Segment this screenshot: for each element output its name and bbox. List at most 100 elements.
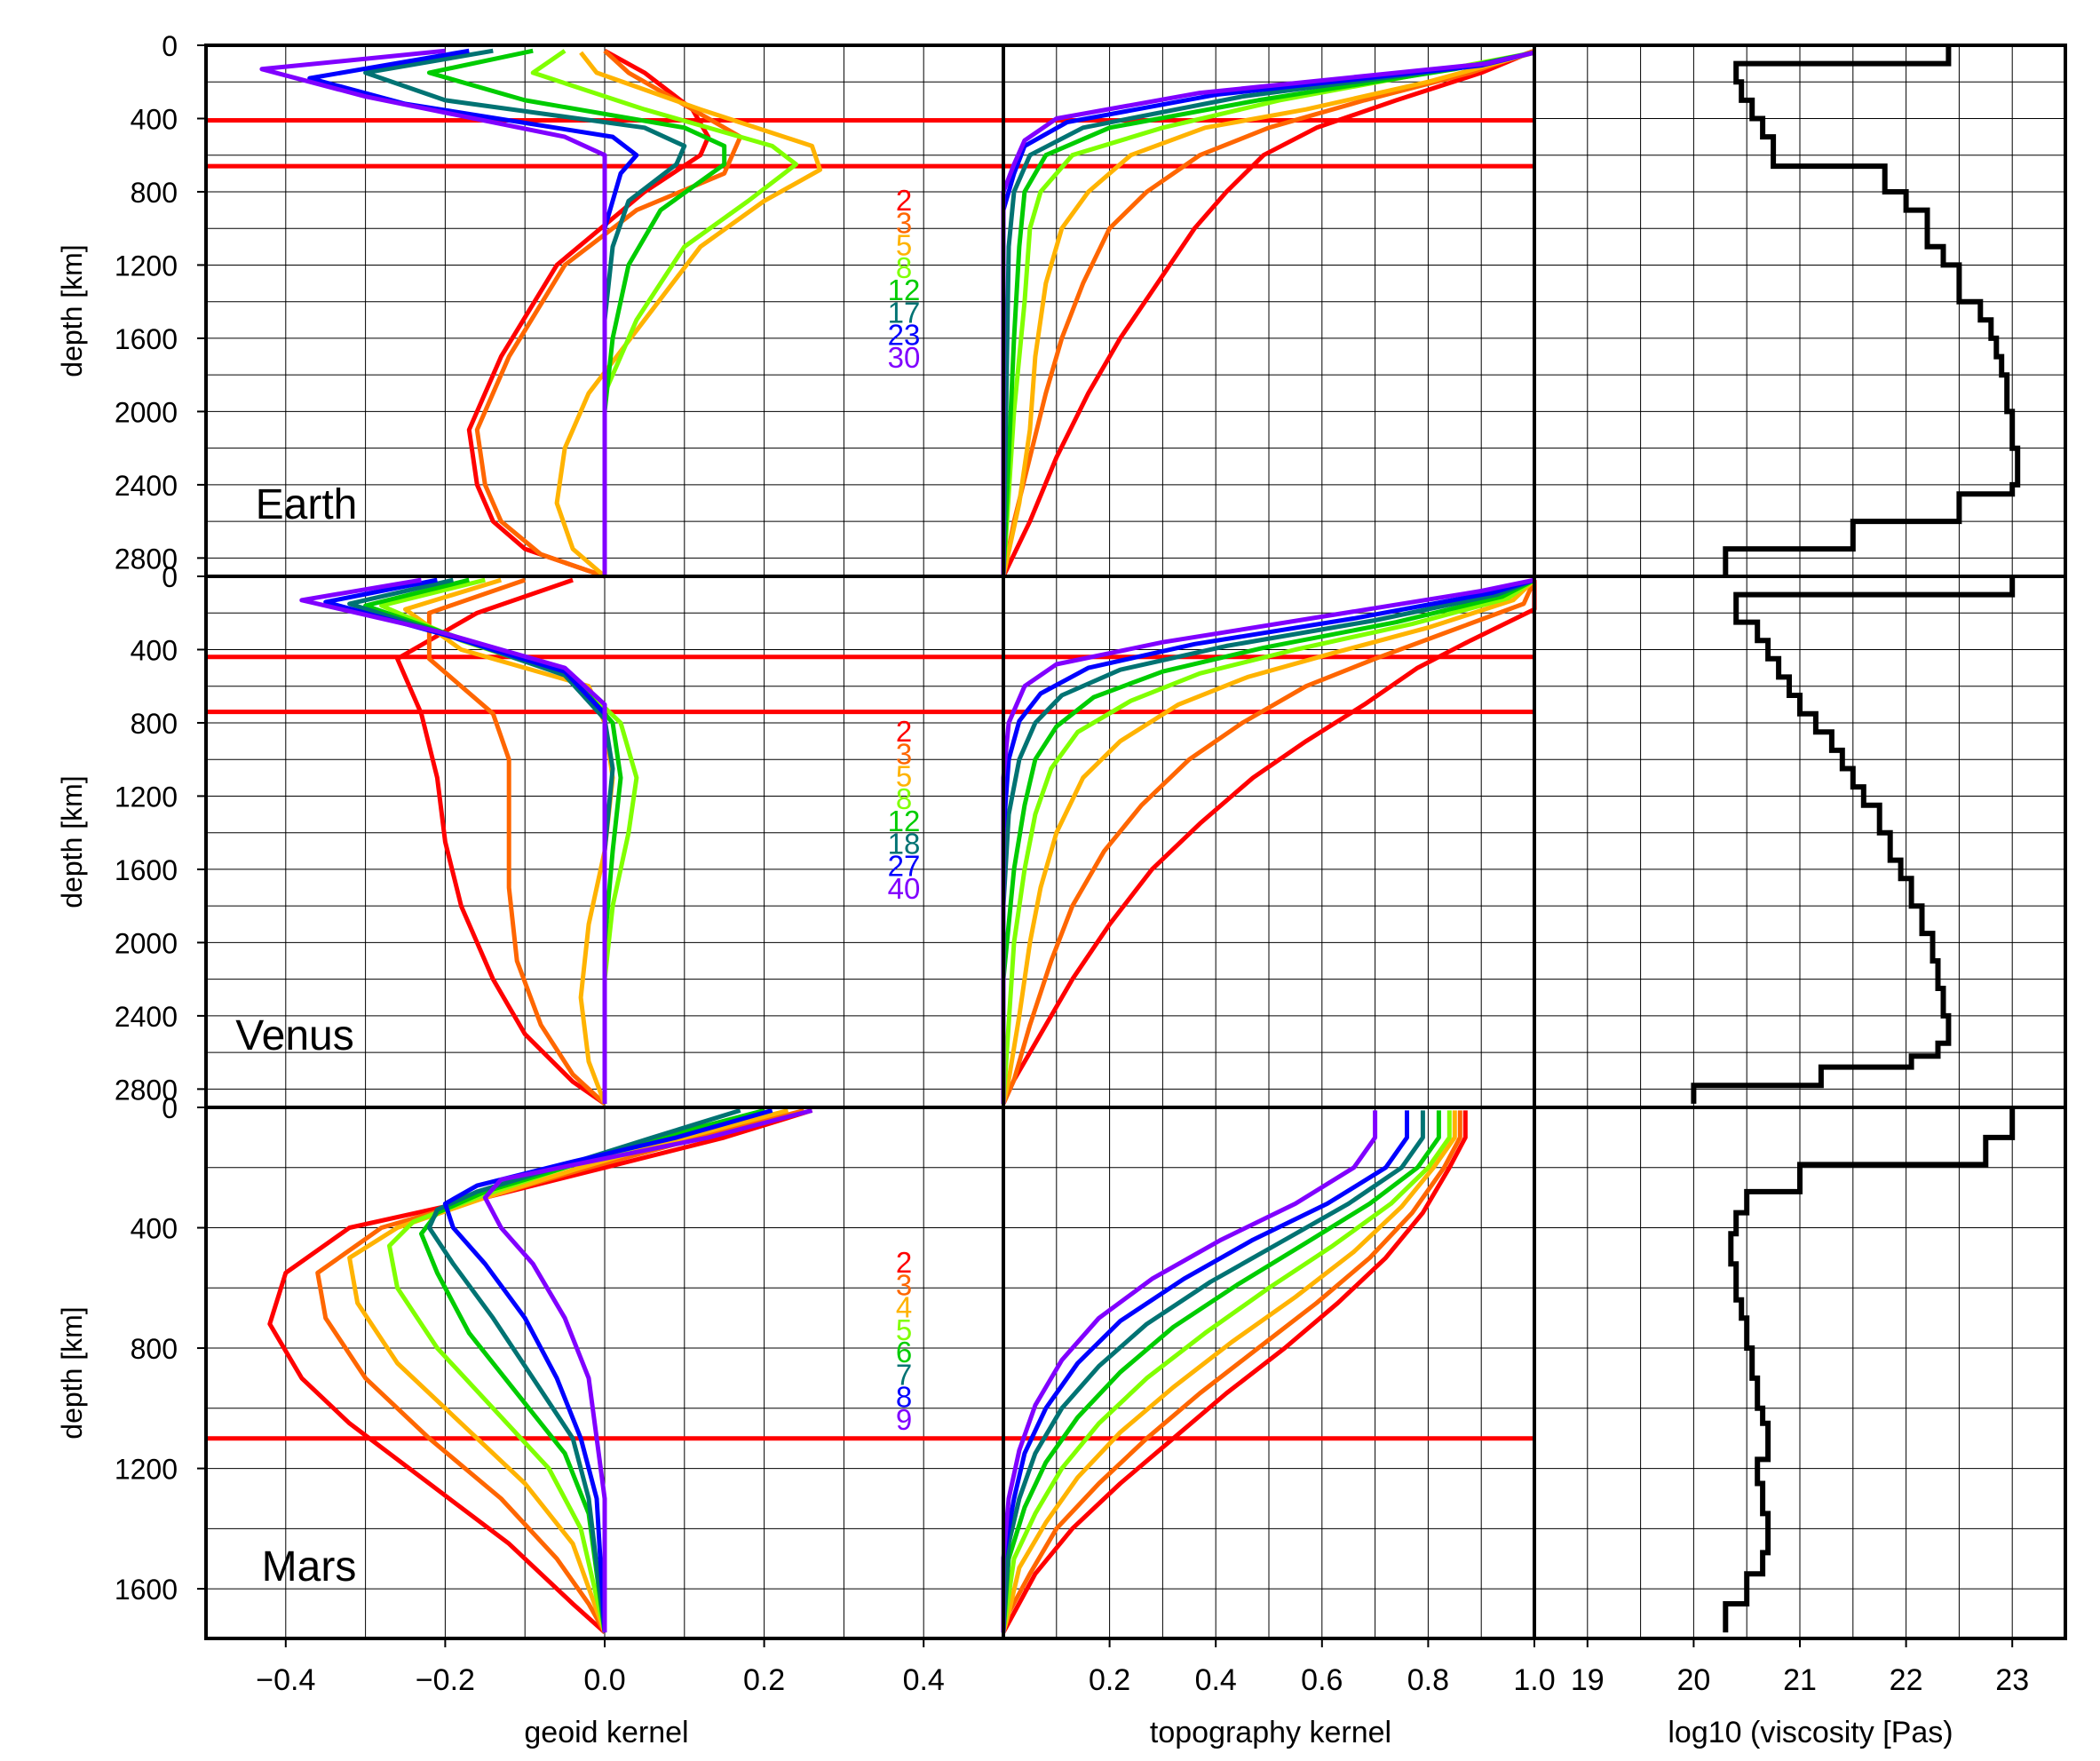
venus-topography-kernel-line-degree-3 xyxy=(1001,579,1537,1105)
venus-topography-kernel-line-degree-27 xyxy=(1001,577,1535,1104)
depth-axis-label: depth [km] xyxy=(56,1306,88,1439)
depth-tick-label: 0 xyxy=(162,30,178,62)
x-axis-label-viscosity: log10 (viscosity [Pas) xyxy=(1668,1716,1953,1749)
plot-frame xyxy=(204,44,2067,1640)
venus-geoid-kernel-line-degree-12 xyxy=(363,577,623,1104)
degree-legend-label: 12 xyxy=(888,805,921,837)
mars-topography-kernel-line-degree-5 xyxy=(1001,1110,1452,1633)
mars-geoid-kernel-line-degree-2 xyxy=(267,1108,813,1635)
mars-topography-kernel-line-degree-8 xyxy=(1001,1110,1409,1633)
degree-legend-label: 40 xyxy=(888,872,921,905)
venus-geoid-kernel-line-degree-3 xyxy=(426,577,606,1106)
venus-viscosity-profile xyxy=(1691,576,2016,1104)
depth-tick-label: 0 xyxy=(162,561,178,593)
data-layer xyxy=(206,45,2021,1635)
venus-geoid-kernel-line-degree-2 xyxy=(395,577,606,1106)
depth-tick-label: 800 xyxy=(131,1333,178,1365)
mars-topography-kernel-line-degree-3 xyxy=(1001,1110,1462,1633)
degree-legend-label: 8 xyxy=(896,251,912,284)
venus-topography-kernel-line-degree-12 xyxy=(1001,577,1536,1104)
mars-geoid-kernel-line-degree-5 xyxy=(387,1107,773,1633)
earth-geoid-kernel-line-degree-23 xyxy=(307,48,639,576)
depth-tick-label: 0 xyxy=(162,1092,178,1124)
depth-tick-label: 2400 xyxy=(115,1001,178,1033)
visc-tick-label: 23 xyxy=(1995,1663,2029,1697)
mars-topography-kernel-line-degree-7 xyxy=(1001,1110,1425,1633)
degree-legend-label: 3 xyxy=(896,737,912,770)
degree-legend-label: 7 xyxy=(896,1358,912,1391)
earth-viscosity-profile xyxy=(1723,45,2021,576)
x-axis-label-topography: topography kernel xyxy=(1150,1716,1391,1749)
frame-layer xyxy=(197,44,2067,1647)
visc-tick-label: 21 xyxy=(1783,1663,1817,1697)
planet-name: Earth xyxy=(256,481,358,528)
venus-topography-kernel-line-degree-8 xyxy=(1001,578,1536,1105)
planet-name: Mars xyxy=(262,1543,357,1590)
degree-legend-label: 18 xyxy=(888,827,921,860)
earth-topography-kernel-line-degree-3 xyxy=(1001,48,1535,577)
degree-legend-label: 30 xyxy=(888,341,921,374)
geoid-tick-label: −0.2 xyxy=(416,1663,475,1697)
earth-geoid-kernel-line-degree-5 xyxy=(554,51,822,578)
depth-tick-label: 800 xyxy=(131,177,178,209)
visc-tick-label: 20 xyxy=(1676,1663,1710,1697)
depth-axis-label: depth [km] xyxy=(56,244,88,377)
degree-legend-label: 4 xyxy=(896,1291,912,1324)
mars-geoid-kernel-line-degree-9 xyxy=(482,1107,813,1633)
earth-topography-kernel-line-degree-12 xyxy=(1001,50,1535,577)
mars-topography-kernel-line-degree-4 xyxy=(1001,1110,1457,1633)
topo-tick-label: 0.4 xyxy=(1195,1663,1237,1697)
degree-legend-label: 8 xyxy=(896,1381,912,1414)
depth-tick-label: 1200 xyxy=(115,250,178,282)
depth-tick-label: 800 xyxy=(131,708,178,740)
topo-tick-label: 0.8 xyxy=(1407,1663,1449,1697)
depth-tick-label: 1200 xyxy=(115,781,178,813)
geoid-tick-label: 0.4 xyxy=(903,1663,945,1697)
earth-topography-kernel-line-degree-2 xyxy=(1001,48,1535,578)
earth-geoid-kernel-line-degree-3 xyxy=(474,49,743,579)
mars-geoid-kernel-line-degree-8 xyxy=(442,1107,773,1633)
mars-topography-kernel-line-degree-6 xyxy=(1001,1110,1441,1633)
planet-name: Venus xyxy=(235,1012,353,1059)
earth-geoid-kernel-line-degree-30 xyxy=(259,48,607,576)
topo-tick-label: 0.6 xyxy=(1301,1663,1343,1697)
venus-topography-kernel-line-degree-18 xyxy=(1001,577,1535,1104)
degree-legend-label: 2 xyxy=(896,715,912,748)
venus-topography-kernel-line-degree-2 xyxy=(1001,580,1537,1105)
depth-tick-label: 400 xyxy=(131,634,178,666)
depth-tick-label: 400 xyxy=(131,1213,178,1245)
earth-geoid-kernel-line-degree-12 xyxy=(426,48,727,576)
earth-geoid-kernel-line-degree-8 xyxy=(530,49,798,576)
depth-tick-label: 2800 xyxy=(115,543,178,575)
earth-geoid-kernel-line-degree-17 xyxy=(363,48,687,576)
mars-geoid-kernel-line-degree-4 xyxy=(347,1107,789,1634)
degree-legend-label: 23 xyxy=(888,319,921,352)
topo-tick-label: 0.2 xyxy=(1089,1663,1130,1697)
geoid-tick-label: 0.2 xyxy=(743,1663,785,1697)
degree-legend-label: 8 xyxy=(896,782,912,815)
geoid-tick-label: 0.0 xyxy=(583,1663,625,1697)
degree-legend-label: 17 xyxy=(888,296,921,329)
earth-topography-kernel-line-degree-5 xyxy=(1001,50,1535,577)
degree-legend-label: 9 xyxy=(896,1403,912,1436)
x-axis-label-geoid: geoid kernel xyxy=(524,1716,688,1749)
geoid-tick-label: −0.4 xyxy=(256,1663,315,1697)
degree-legend-label: 5 xyxy=(896,229,912,262)
degree-legend-label: 6 xyxy=(896,1336,912,1368)
depth-tick-label: 1600 xyxy=(115,323,178,355)
degree-legend-label: 12 xyxy=(888,274,921,306)
depth-tick-label: 2400 xyxy=(115,470,178,502)
depth-tick-label: 2800 xyxy=(115,1074,178,1106)
depth-tick-label: 1200 xyxy=(115,1454,178,1486)
degree-legend-label: 3 xyxy=(896,1268,912,1301)
depth-tick-label: 1600 xyxy=(115,1574,178,1606)
depth-tick-label: 1600 xyxy=(115,854,178,886)
venus-topography-kernel-line-degree-5 xyxy=(1001,578,1536,1105)
degree-legend-label: 2 xyxy=(896,1246,912,1279)
degree-legend-label: 5 xyxy=(896,1313,912,1346)
venus-geoid-kernel-line-degree-40 xyxy=(299,577,607,1104)
earth-geoid-kernel-line-degree-2 xyxy=(466,49,711,579)
mars-viscosity-profile xyxy=(1723,1107,2016,1633)
